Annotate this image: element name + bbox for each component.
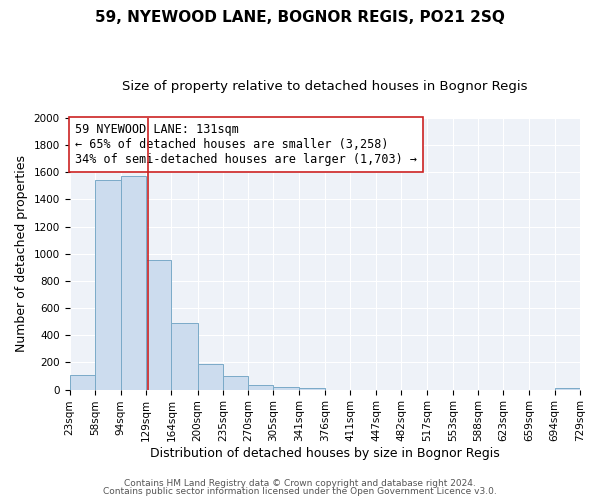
Text: 59 NYEWOOD LANE: 131sqm
← 65% of detached houses are smaller (3,258)
34% of semi: 59 NYEWOOD LANE: 131sqm ← 65% of detache… [74, 123, 416, 166]
Bar [274, 387, 299, 390]
Y-axis label: Number of detached properties: Number of detached properties [15, 155, 28, 352]
Text: Contains HM Land Registry data © Crown copyright and database right 2024.: Contains HM Land Registry data © Crown c… [124, 478, 476, 488]
Bar [554, 388, 580, 390]
Bar [248, 385, 274, 390]
Bar [299, 388, 325, 390]
Bar [172, 323, 197, 390]
Bar [197, 364, 223, 390]
Text: Contains public sector information licensed under the Open Government Licence v3: Contains public sector information licen… [103, 487, 497, 496]
Text: 59, NYEWOOD LANE, BOGNOR REGIS, PO21 2SQ: 59, NYEWOOD LANE, BOGNOR REGIS, PO21 2SQ [95, 10, 505, 25]
Bar [223, 376, 248, 390]
Title: Size of property relative to detached houses in Bognor Regis: Size of property relative to detached ho… [122, 80, 527, 93]
Bar [146, 260, 172, 390]
Bar [121, 176, 146, 390]
X-axis label: Distribution of detached houses by size in Bognor Regis: Distribution of detached houses by size … [150, 447, 500, 460]
Bar [95, 180, 121, 390]
Bar [70, 374, 95, 390]
